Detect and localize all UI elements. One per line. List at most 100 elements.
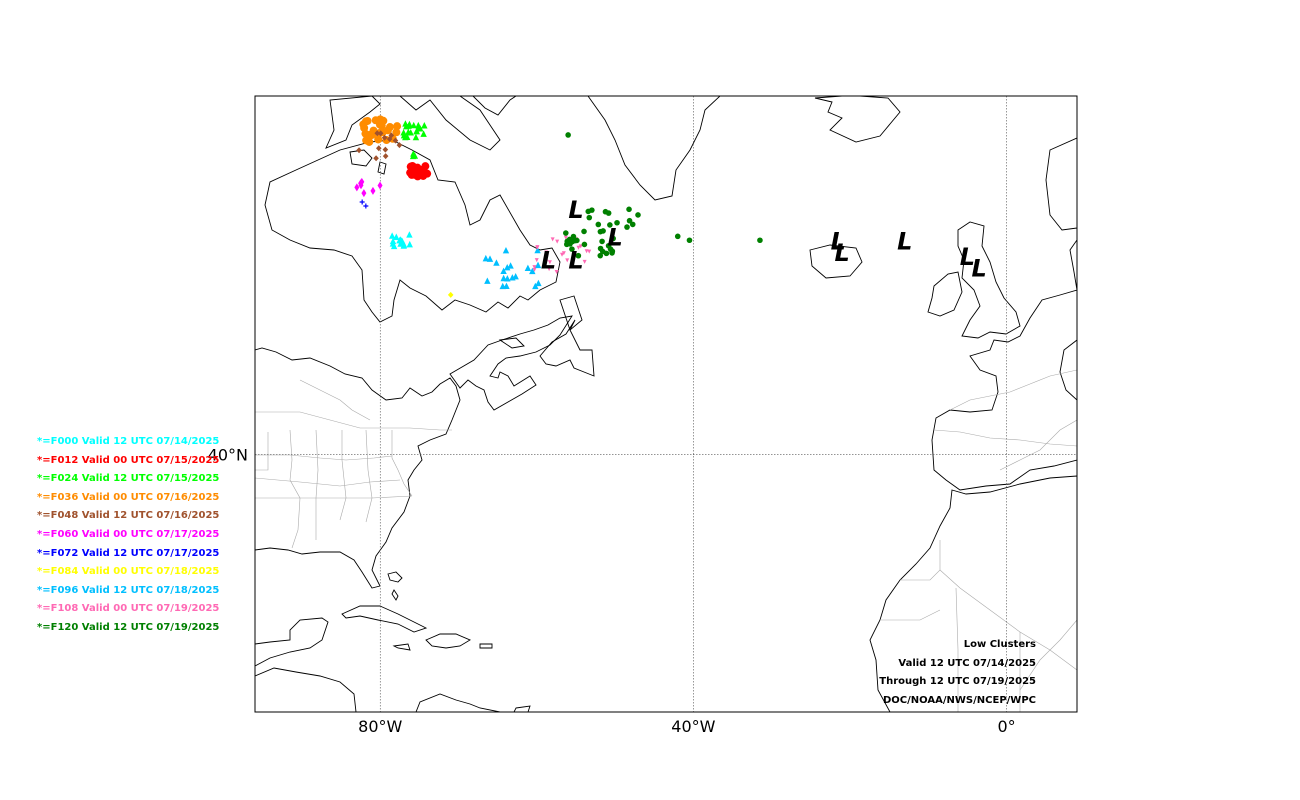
member-marker xyxy=(377,130,384,137)
member-marker xyxy=(532,282,539,290)
member-marker xyxy=(686,237,693,244)
member-marker xyxy=(393,122,402,131)
member-marker xyxy=(374,135,383,144)
member-marker xyxy=(502,246,510,254)
member-marker xyxy=(547,260,552,265)
member-marker xyxy=(599,248,606,255)
legend-item-f120: *=F120 Valid 12 UTC 07/19/2025 xyxy=(37,621,220,633)
member-marker xyxy=(563,235,568,240)
member-marker xyxy=(375,145,382,152)
low-centers: LLL LLL LLL xyxy=(541,196,987,282)
member-marker xyxy=(392,137,399,144)
member-marker xyxy=(413,127,420,134)
member-marker xyxy=(484,277,491,284)
low-center-label: L xyxy=(607,223,622,251)
member-marker xyxy=(581,228,587,235)
member-marker xyxy=(626,217,633,224)
member-marker xyxy=(569,246,575,252)
coastlines xyxy=(255,96,1077,712)
agency-credit: DOC/NOAA/NWS/NCEP/WPC xyxy=(883,694,1036,706)
lon-tick-label: 80°W xyxy=(358,717,402,736)
member-marker xyxy=(373,155,379,162)
product-title: Low Clusters xyxy=(963,639,1036,650)
member-marker xyxy=(447,291,454,298)
member-marker xyxy=(599,238,605,245)
forecast-legend: *=F000 Valid 12 UTC 07/14/2025 *=F012 Val… xyxy=(37,433,237,638)
legend-item-f012: *=F012 Valid 00 UTC 07/15/2025 xyxy=(37,454,220,466)
member-marker xyxy=(626,206,632,213)
axis-ticks: 80°W 40°W 0° 40°N xyxy=(208,446,1016,736)
member-marker xyxy=(400,129,407,136)
political-borders xyxy=(255,369,1077,712)
member-marker xyxy=(382,146,389,153)
legend-item-f084: *=F084 Valid 00 UTC 07/18/2025 xyxy=(37,566,220,578)
member-marker xyxy=(624,224,630,230)
low-center-label: L xyxy=(568,247,583,275)
member-marker xyxy=(382,153,389,160)
member-marker xyxy=(400,241,408,248)
member-marker xyxy=(581,241,588,248)
legend-item-f000: *=F000 Valid 12 UTC 07/14/2025 xyxy=(37,436,220,447)
member-marker xyxy=(392,128,401,137)
member-marker xyxy=(361,189,367,198)
member-marker xyxy=(363,203,369,209)
legend-item-f096: *=F096 Valid 12 UTC 07/18/2025 xyxy=(37,584,220,596)
member-marker xyxy=(410,121,417,129)
member-marker xyxy=(500,274,507,282)
member-marker xyxy=(550,237,555,242)
low-center-label: L xyxy=(897,227,912,255)
member-marker xyxy=(420,130,427,137)
through-time: Through 12 UTC 07/19/2025 xyxy=(879,676,1036,687)
member-marker xyxy=(412,133,420,141)
member-marker xyxy=(388,232,396,239)
member-marker xyxy=(578,244,583,249)
member-marker xyxy=(570,233,577,240)
member-marker xyxy=(507,262,514,269)
member-marker xyxy=(374,130,381,137)
member-marker xyxy=(396,142,403,149)
member-marker xyxy=(360,123,369,132)
member-marker xyxy=(359,177,365,186)
member-marker xyxy=(595,221,602,228)
member-marker xyxy=(377,121,386,130)
member-marker xyxy=(586,214,593,221)
valid-time: Valid 12 UTC 07/14/2025 xyxy=(898,657,1036,669)
member-marker xyxy=(406,231,413,238)
member-marker xyxy=(529,267,536,275)
legend-item-f072: *=F072 Valid 12 UTC 07/17/2025 xyxy=(37,547,220,559)
member-marker xyxy=(398,237,406,244)
member-marker xyxy=(567,241,573,247)
member-marker xyxy=(575,252,582,259)
member-marker xyxy=(629,221,636,228)
member-marker xyxy=(389,237,397,245)
member-marker xyxy=(532,265,537,270)
member-marker xyxy=(565,132,571,138)
legend-item-f108: *=F108 Valid 00 UTC 07/19/2025 xyxy=(37,603,220,615)
member-marker xyxy=(614,219,620,226)
member-marker xyxy=(482,254,490,262)
low-center-label: L xyxy=(831,227,846,255)
member-marker xyxy=(486,255,494,262)
member-marker xyxy=(376,115,385,124)
lon-tick-label: 40°W xyxy=(671,717,715,736)
member-marker xyxy=(524,264,532,272)
member-marker xyxy=(585,208,592,215)
member-marker xyxy=(535,279,542,287)
member-marker xyxy=(409,152,417,160)
member-marker xyxy=(561,251,566,256)
low-center-label: L xyxy=(834,239,849,267)
low-center-label: L xyxy=(568,196,583,224)
member-marker xyxy=(359,199,365,205)
member-marker xyxy=(363,116,372,125)
member-marker xyxy=(377,181,383,190)
member-marker xyxy=(421,162,430,171)
member-marker xyxy=(500,267,507,274)
lat-tick-label: 40°N xyxy=(208,446,248,465)
member-marker xyxy=(410,164,419,173)
member-marker xyxy=(512,272,519,280)
member-marker xyxy=(534,246,541,254)
member-marker xyxy=(503,282,510,289)
member-marker xyxy=(532,267,537,272)
member-marker xyxy=(381,134,388,141)
